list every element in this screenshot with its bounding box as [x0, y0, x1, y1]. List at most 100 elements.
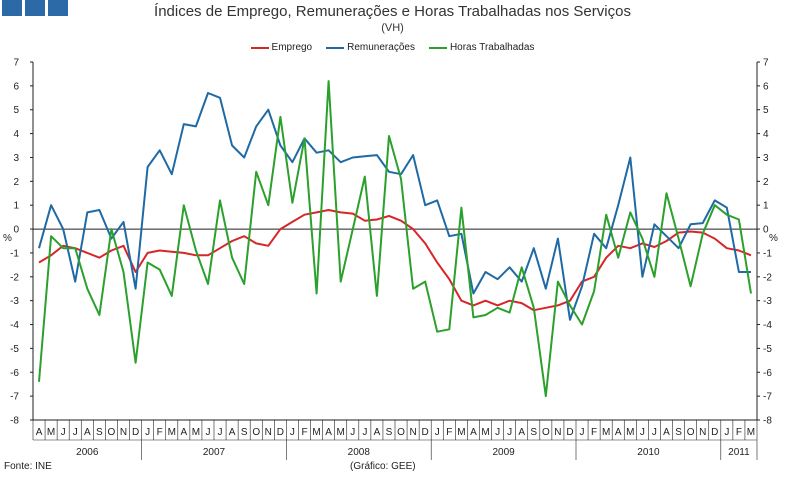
y-tick-label-right: 2 [763, 177, 769, 188]
y-tick-label-left: 5 [13, 105, 19, 116]
x-tick-label: M [481, 427, 489, 438]
source-note: Fonte: INE [4, 461, 52, 472]
legend-label: Remunerações [347, 42, 415, 53]
x-tick-label: M [312, 427, 320, 438]
x-tick-label: O [687, 427, 695, 438]
x-tick-label: M [337, 427, 345, 438]
x-tick-label: S [241, 427, 248, 438]
logo [2, 0, 68, 16]
y-tick-label-right: 4 [763, 129, 769, 140]
y-tick-label-left: 3 [13, 153, 19, 164]
x-tick-label: A [229, 427, 236, 438]
x-tick-label: A [180, 427, 187, 438]
legend-swatch [326, 46, 345, 49]
x-tick-label: D [422, 427, 429, 438]
x-tick-label: A [470, 427, 477, 438]
x-tick-label: J [652, 427, 657, 438]
x-tick-label: J [362, 427, 367, 438]
y-tick-label-right: 0 [763, 225, 769, 236]
y-tick-label-right: -5 [763, 344, 772, 355]
x-tick-label: N [699, 427, 706, 438]
y-tick-label-right: -4 [763, 320, 772, 331]
x-tick-label: S [675, 427, 682, 438]
y-tick-label-right: 5 [763, 105, 769, 116]
y-tick-label-right: -1 [763, 248, 772, 259]
y-tick-label-left: 1 [13, 201, 19, 212]
y-tick-label-right: 3 [763, 153, 769, 164]
legend: Emprego Remunerações Horas Trabalhadas [0, 42, 785, 53]
x-tick-label: S [386, 427, 393, 438]
chart-subtitle: (VH) [381, 22, 404, 34]
legend-swatch [428, 46, 447, 49]
y-tick-label-left: -2 [10, 272, 19, 283]
x-tick-label: J [435, 427, 440, 438]
x-tick-label: M [47, 427, 55, 438]
x-tick-label: A [36, 427, 43, 438]
x-tick-label: J [61, 427, 66, 438]
y-tick-label-right: -6 [763, 368, 772, 379]
x-tick-label: S [530, 427, 537, 438]
credit-note: (Gráfico: GEE) [350, 461, 416, 472]
x-tick-label: J [495, 427, 500, 438]
logo-block [48, 0, 68, 16]
series-line-remunera-es [38, 92, 751, 321]
year-label: 2009 [492, 447, 515, 458]
x-tick-label: S [96, 427, 103, 438]
x-tick-label: A [374, 427, 381, 438]
x-tick-label: O [252, 427, 260, 438]
x-tick-label: N [120, 427, 127, 438]
x-tick-label: N [409, 427, 416, 438]
x-tick-label: F [736, 427, 742, 438]
x-tick-label: D [566, 427, 573, 438]
y-tick-label-left: 6 [13, 81, 19, 92]
x-tick-label: M [192, 427, 200, 438]
x-tick-label: F [157, 427, 163, 438]
x-tick-label: O [397, 427, 405, 438]
legend-label: Horas Trabalhadas [449, 42, 535, 53]
y-tick-label-left: 4 [13, 129, 19, 140]
year-label: 2006 [76, 447, 99, 458]
year-label: 2008 [348, 447, 371, 458]
x-tick-label: J [640, 427, 645, 438]
y-tick-label-right: -7 [763, 392, 772, 403]
y-tick-label-right: 1 [763, 201, 769, 212]
legend-item-emprego: Emprego [250, 42, 313, 53]
legend-item-horas: Horas Trabalhadas [428, 42, 535, 53]
x-tick-label: J [290, 427, 295, 438]
y-tick-label-left: 2 [13, 177, 19, 188]
x-tick-label: A [615, 427, 622, 438]
x-tick-label: J [218, 427, 223, 438]
year-label: 2010 [637, 447, 660, 458]
x-tick-label: M [602, 427, 610, 438]
x-tick-label: O [542, 427, 550, 438]
y-tick-label-left: -8 [10, 416, 19, 427]
x-tick-label: M [747, 427, 755, 438]
chart-title: Índices de Emprego, Remunerações e Horas… [154, 3, 631, 20]
x-tick-label: J [580, 427, 585, 438]
x-tick-label: J [205, 427, 210, 438]
y-tick-label-left: -4 [10, 320, 19, 331]
x-tick-label: J [73, 427, 78, 438]
y-tick-label-right: 6 [763, 81, 769, 92]
x-tick-label: D [711, 427, 718, 438]
x-tick-label: F [301, 427, 307, 438]
x-tick-label: A [84, 427, 91, 438]
x-tick-label: J [724, 427, 729, 438]
x-tick-label: J [350, 427, 355, 438]
y-tick-label-left: -3 [10, 296, 19, 307]
x-tick-label: A [325, 427, 332, 438]
legend-label: Emprego [271, 42, 313, 53]
x-tick-label: F [591, 427, 597, 438]
y-tick-label-right: -3 [763, 296, 772, 307]
y-tick-label-left: -1 [10, 248, 19, 259]
x-tick-label: N [265, 427, 272, 438]
year-label: 2007 [203, 447, 226, 458]
y-tick-label-right: -2 [763, 272, 772, 283]
y-tick-label-left: -5 [10, 344, 19, 355]
x-tick-label: J [507, 427, 512, 438]
y-axis-label-right: % [769, 233, 778, 244]
year-label: 2011 [728, 447, 750, 458]
legend-swatch [250, 46, 269, 49]
legend-item-remuneracoes: Remunerações [326, 42, 415, 53]
